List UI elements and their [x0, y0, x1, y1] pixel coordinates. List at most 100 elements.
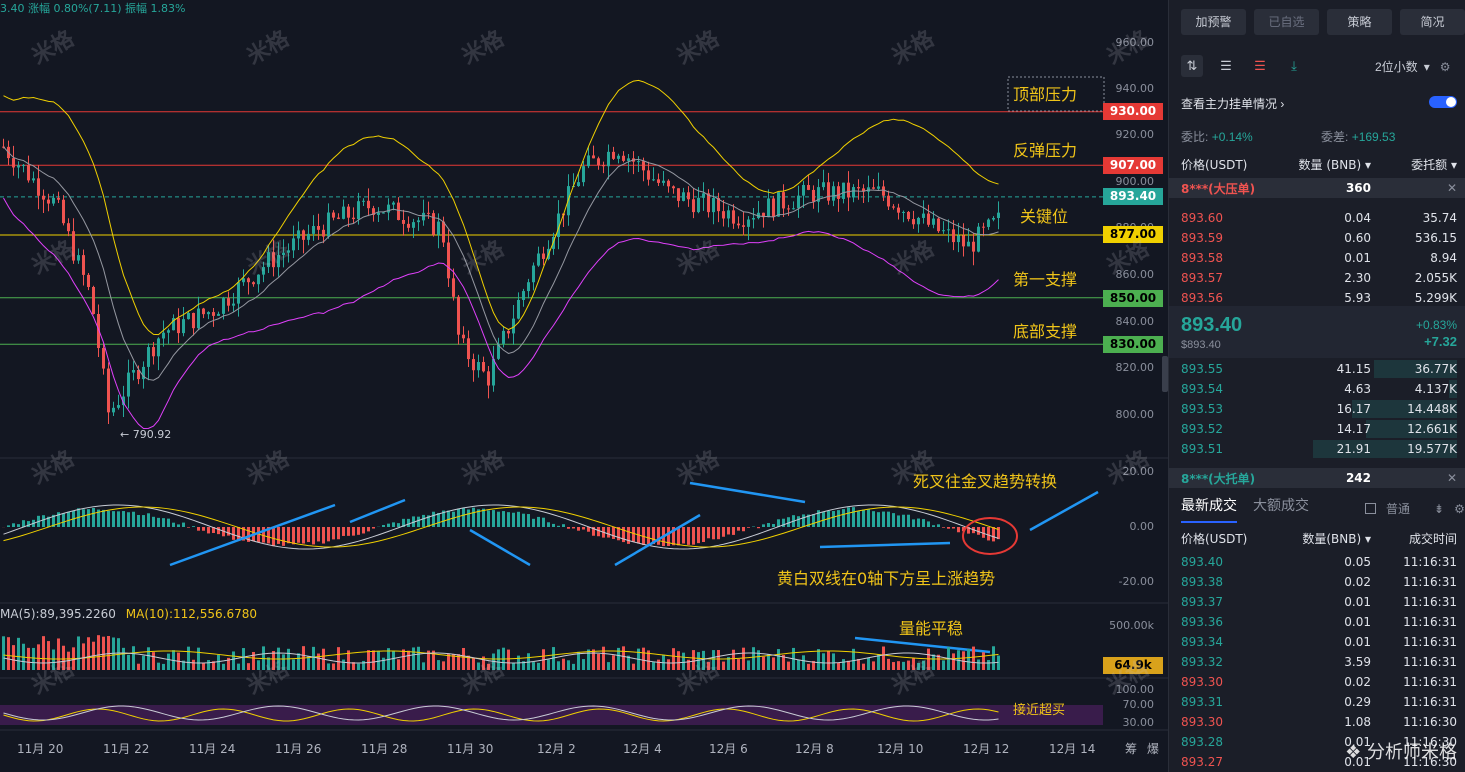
trade-row[interactable]: 893.27 0.01 11:16:30: [1181, 752, 1457, 772]
candle-body: [437, 221, 440, 235]
macd-histogram-bar: [477, 509, 480, 527]
macd-histogram-bar: [907, 514, 910, 527]
sort-icon[interactable]: ⇟: [1434, 501, 1445, 516]
trade-row[interactable]: 893.31 0.29 11:16:31: [1181, 692, 1457, 712]
bid-row[interactable]: 893.52 14.17 12.661K: [1181, 419, 1457, 439]
tab-large-trades[interactable]: 大额成交: [1253, 497, 1309, 513]
bid-row[interactable]: 893.53 16.17 14.448K: [1181, 399, 1457, 419]
macd-histogram-bar: [577, 527, 580, 531]
chart-area[interactable]: 3.40 涨幅 0.80%(7.11) 振幅 1.83% 960.00 940.…: [0, 0, 1168, 772]
book-list-icon[interactable]: ☰: [1220, 58, 1232, 73]
bid-total: 36.77K: [1414, 362, 1457, 376]
price-axis-label: 900.00: [1115, 175, 1155, 188]
volume-bar: [992, 646, 995, 670]
close-icon[interactable]: ✕: [1446, 181, 1457, 195]
main-orders-toggle-label[interactable]: 查看主力挂单情况 ›: [1181, 95, 1284, 112]
trade-row[interactable]: 893.28 0.01 11:16:30: [1181, 732, 1457, 752]
bid-row[interactable]: 893.51 21.91 19.577K: [1181, 439, 1457, 459]
candle-body: [162, 332, 165, 339]
candle-body: [722, 211, 725, 219]
header-qty[interactable]: 数量 (BNB) ▾: [1298, 157, 1371, 172]
book-both-icon[interactable]: ⇅: [1181, 55, 1203, 77]
macd-histogram-bar: [812, 514, 815, 527]
ask-row[interactable]: 893.60 0.04 35.74: [1181, 208, 1457, 228]
candle-body: [687, 192, 690, 200]
volume-bar: [577, 651, 580, 670]
ask-row[interactable]: 893.56 5.93 5.299K: [1181, 288, 1457, 308]
trade-row[interactable]: 893.30 1.08 11:16:30: [1181, 712, 1457, 732]
trades-header: 价格(USDT) 数量(BNB) ▾ 成交时间: [1181, 528, 1457, 548]
trade-row[interactable]: 893.34 0.01 11:16:31: [1181, 632, 1457, 652]
trade-row[interactable]: 893.40 0.05 11:16:31: [1181, 552, 1457, 572]
volume-bar: [687, 659, 690, 670]
volume-bar: [192, 659, 195, 670]
volume-bar: [872, 661, 875, 670]
trade-price: 893.36: [1181, 615, 1223, 629]
trade-row[interactable]: 893.37 0.01 11:16:31: [1181, 592, 1457, 612]
candle-body: [462, 334, 465, 339]
candle-body: [842, 182, 845, 199]
candle-body: [452, 278, 455, 297]
volume-bar: [907, 660, 910, 670]
chip-distribution-button[interactable]: 筹: [1125, 742, 1138, 756]
macd-histogram-bar: [7, 525, 10, 527]
trade-row[interactable]: 893.38 0.02 11:16:31: [1181, 572, 1457, 592]
panel-collapse-handle[interactable]: [1162, 356, 1168, 392]
volume-bar: [862, 663, 865, 670]
volume-bar: [227, 657, 230, 670]
macd-histogram-bar: [882, 511, 885, 527]
big-ask-row[interactable]: [1169, 178, 1465, 198]
overview-button[interactable]: 简况: [1400, 9, 1465, 35]
candle-body: [937, 218, 940, 232]
ma10-label: MA(10):112,556.6780: [125, 607, 257, 621]
bid-row[interactable]: 893.55 41.15 36.77K: [1181, 359, 1457, 379]
strategy-button[interactable]: 策略: [1327, 9, 1392, 35]
big-bid-row[interactable]: [1169, 468, 1465, 488]
trade-row[interactable]: 893.32 3.59 11:16:31: [1181, 652, 1457, 672]
volume-axis-label: 500.00k: [1109, 619, 1154, 632]
macd-histogram-bar: [127, 512, 130, 527]
volume-bar: [357, 663, 360, 670]
volume-bar: [952, 653, 955, 670]
candlestick-chart[interactable]: [0, 0, 1168, 772]
candle-body: [47, 199, 50, 204]
normal-checkbox[interactable]: [1365, 503, 1376, 514]
bid-qty: 4.63: [1344, 382, 1371, 396]
trade-total: 11:16:31: [1403, 595, 1457, 609]
book-asks-icon[interactable]: ☰: [1254, 58, 1266, 73]
ask-row[interactable]: 893.59 0.60 536.15: [1181, 228, 1457, 248]
watchlist-button[interactable]: 已自选: [1254, 9, 1319, 35]
volume-bar: [982, 652, 985, 670]
bid-row[interactable]: 893.54 4.63 4.137K: [1181, 379, 1457, 399]
decimal-select[interactable]: 2位小数 ▾ ⚙: [1375, 58, 1450, 75]
bid-total: 14.448K: [1407, 402, 1457, 416]
macd-histogram-bar: [427, 515, 430, 527]
macd-histogram-bar: [657, 527, 660, 545]
annotation-macd-trend: 黄白双线在0轴下方呈上涨趋势: [777, 569, 996, 588]
close-icon[interactable]: ✕: [1446, 471, 1457, 485]
book-bids-icon[interactable]: ⤓: [1291, 58, 1297, 73]
ask-row[interactable]: 893.58 0.01 8.94: [1181, 248, 1457, 268]
candle-body: [992, 218, 995, 220]
macd-histogram-bar: [452, 511, 455, 527]
last-price: 893.40: [1181, 314, 1243, 336]
settings-icon[interactable]: ⚙: [1454, 501, 1465, 516]
tab-latest-trades[interactable]: 最新成交: [1181, 495, 1237, 523]
header-total[interactable]: 委托额 ▾: [1411, 157, 1457, 172]
trade-row[interactable]: 893.30 0.02 11:16:31: [1181, 672, 1457, 692]
price-axis-label: 960.00: [1115, 36, 1155, 49]
trade-row[interactable]: 893.36 0.01 11:16:31: [1181, 612, 1457, 632]
main-orders-toggle[interactable]: [1429, 96, 1457, 108]
settings-icon[interactable]: ⚙: [1439, 59, 1451, 74]
candle-body: [987, 219, 990, 227]
trade-qty: 0.02: [1344, 675, 1371, 689]
macd-histogram-bar: [927, 521, 930, 527]
macd-histogram-bar: [12, 523, 15, 527]
explosion-button[interactable]: 爆: [1147, 742, 1160, 756]
add-alert-button[interactable]: 加预警: [1181, 9, 1246, 35]
macd-histogram-bar: [182, 522, 185, 527]
volume-bar: [2, 636, 5, 670]
volume-bar: [287, 648, 290, 670]
trade-header-qty[interactable]: 数量(BNB) ▾: [1302, 531, 1371, 546]
ask-row[interactable]: 893.57 2.30 2.055K: [1181, 268, 1457, 288]
